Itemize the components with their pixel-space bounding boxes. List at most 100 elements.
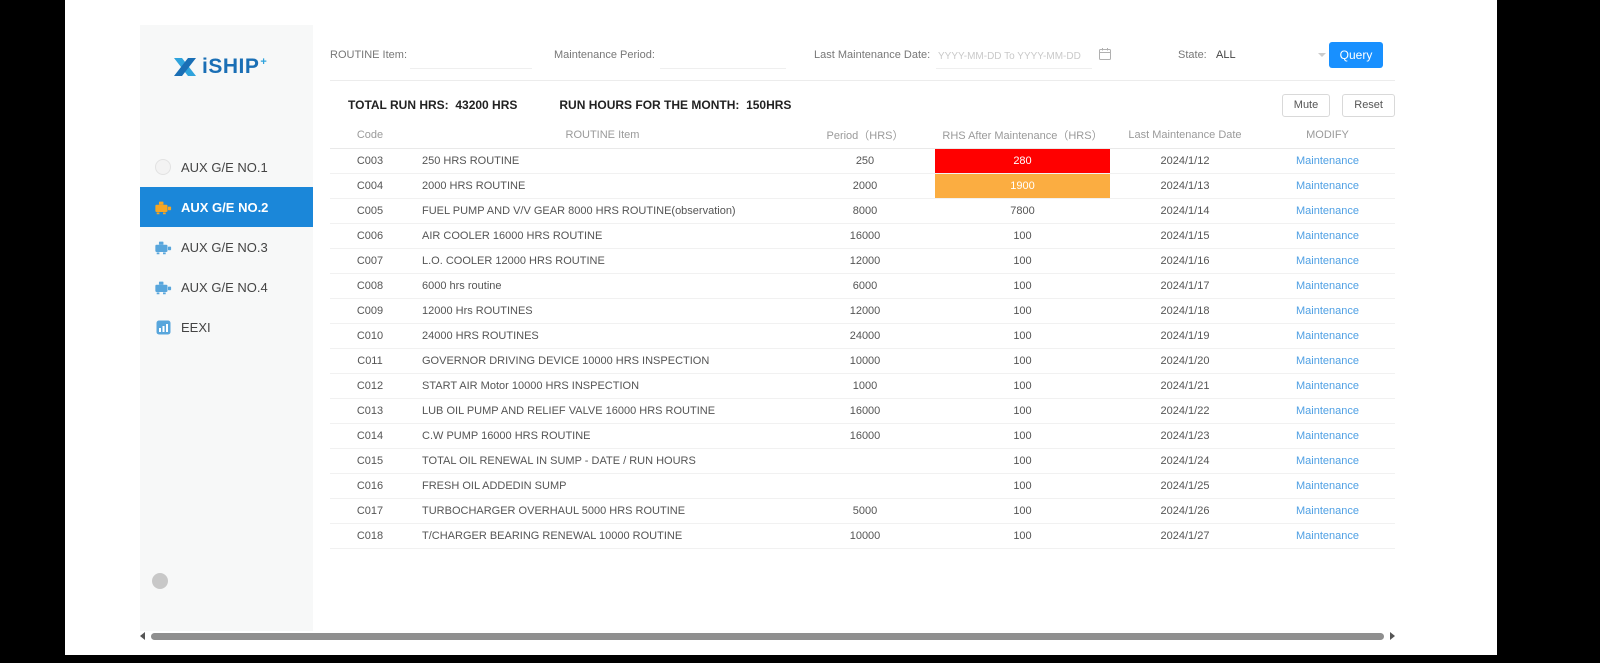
sidebar-item-aux-ge-no2[interactable]: AUX G/E NO.2: [140, 187, 313, 227]
sidebar-item-aux-ge-no1[interactable]: AUX G/E NO.1: [140, 147, 313, 187]
stats-bar: TOTAL RUN HRS: 43200 HRS RUN HOURS FOR T…: [330, 90, 1395, 120]
month-run-hours-value: 150HRS: [746, 98, 792, 112]
sidebar-item-aux-ge-no4[interactable]: AUX G/E NO.4: [140, 267, 313, 307]
table-row: C016 FRESH OIL ADDEDIN SUMP 100 2024/1/2…: [330, 474, 1395, 499]
maintenance-link[interactable]: Maintenance: [1296, 355, 1359, 367]
maintenance-link[interactable]: Maintenance: [1296, 330, 1359, 342]
cell-rhs: 100: [1013, 305, 1032, 317]
routine-table: Code ROUTINE Item Period（HRS） RHS After …: [330, 122, 1395, 549]
cell-period: 16000: [849, 430, 881, 442]
cell-rhs: 100: [1013, 505, 1032, 517]
cell-modify: Maintenance: [1260, 355, 1395, 367]
cell-period: 6000: [852, 280, 878, 292]
cell-code: C018: [356, 530, 384, 542]
maintenance-link[interactable]: Maintenance: [1296, 480, 1359, 492]
month-run-hours: RUN HOURS FOR THE MONTH: 150HRS: [559, 98, 791, 112]
cell-modify: Maintenance: [1260, 430, 1395, 442]
filter-bar: ROUTINE Item: Maintenance Period: Last M…: [330, 30, 1395, 81]
mute-button[interactable]: Mute: [1281, 93, 1331, 117]
cell-modify: Maintenance: [1260, 530, 1395, 542]
cell-period: 10000: [849, 355, 881, 367]
maintenance-link[interactable]: Maintenance: [1296, 505, 1359, 517]
scroll-left-arrow-icon[interactable]: [140, 632, 145, 640]
table-row: C017 TURBOCHARGER OVERHAUL 5000 HRS ROUT…: [330, 499, 1395, 524]
engine-icon: [154, 279, 172, 295]
cell-rhs: 100: [1013, 530, 1032, 542]
maintenance-link[interactable]: Maintenance: [1296, 455, 1359, 467]
maintenance-period-input[interactable]: [660, 44, 786, 69]
cell-code: C008: [356, 280, 384, 292]
scrollbar-thumb[interactable]: [151, 632, 1384, 640]
calendar-icon[interactable]: [1098, 47, 1112, 61]
cell-period: 5000: [852, 505, 878, 517]
cell-code: C005: [356, 205, 384, 217]
col-header-rhs-after-maintenance: RHS After Maintenance（HRS）: [942, 130, 1103, 142]
bar-chart-icon: [154, 319, 172, 335]
cell-date: 2024/1/22: [1160, 405, 1210, 417]
cell-modify: Maintenance: [1260, 280, 1395, 292]
state-value: ALL: [1216, 49, 1236, 61]
cell-modify: Maintenance: [1260, 230, 1395, 242]
cell-date: 2024/1/23: [1160, 430, 1210, 442]
maintenance-link[interactable]: Maintenance: [1296, 430, 1359, 442]
cell-modify: Maintenance: [1260, 305, 1395, 317]
cell-period: 16000: [849, 230, 881, 242]
cell-modify: Maintenance: [1260, 205, 1395, 217]
cell-modify: Maintenance: [1260, 330, 1395, 342]
maintenance-link[interactable]: Maintenance: [1296, 280, 1359, 292]
engine-icon: [154, 199, 172, 215]
col-header-code: Code: [356, 129, 384, 141]
table-row: C006 AIR COOLER 16000 HRS ROUTINE 16000 …: [330, 224, 1395, 249]
cell-rhs: 280: [935, 149, 1110, 173]
cell-item: FUEL PUMP AND V/V GEAR 8000 HRS ROUTINE(…: [422, 205, 736, 217]
cell-code: C006: [356, 230, 384, 242]
sidebar-item-eexi[interactable]: EEXI: [140, 307, 313, 347]
cell-date: 2024/1/20: [1160, 355, 1210, 367]
table-row: C014 C.W PUMP 16000 HRS ROUTINE 16000 10…: [330, 424, 1395, 449]
maintenance-link[interactable]: Maintenance: [1296, 205, 1359, 217]
col-header-period: Period（HRS）: [826, 130, 904, 142]
cell-item: TOTAL OIL RENEWAL IN SUMP - DATE / RUN H…: [422, 455, 696, 467]
maintenance-link[interactable]: Maintenance: [1296, 155, 1359, 167]
query-button[interactable]: Query: [1329, 42, 1383, 68]
cell-rhs: 1900: [935, 174, 1110, 198]
cell-period: 16000: [849, 405, 881, 417]
cell-date: 2024/1/16: [1160, 255, 1210, 267]
maintenance-link[interactable]: Maintenance: [1296, 255, 1359, 267]
cell-date: 2024/1/27: [1160, 530, 1210, 542]
maintenance-link[interactable]: Maintenance: [1296, 530, 1359, 542]
cell-code: C016: [356, 480, 384, 492]
cell-date: 2024/1/18: [1160, 305, 1210, 317]
logo-plus: +: [260, 56, 267, 68]
cell-item: FRESH OIL ADDEDIN SUMP: [422, 480, 567, 492]
cell-code: C011: [357, 355, 383, 367]
maintenance-link[interactable]: Maintenance: [1296, 230, 1359, 242]
sidebar-item-label: AUX G/E NO.1: [181, 159, 268, 175]
cell-date: 2024/1/14: [1160, 205, 1210, 217]
maintenance-link[interactable]: Maintenance: [1296, 380, 1359, 392]
sidebar-menu: AUX G/E NO.1 AUX G/E NO.2: [140, 147, 313, 347]
scroll-right-arrow-icon[interactable]: [1390, 632, 1395, 640]
cell-rhs: 7800: [1010, 205, 1035, 217]
cell-code: C013: [356, 405, 384, 417]
routine-item-input[interactable]: [410, 44, 532, 69]
sidebar: iSHIP + AUX G/E NO.1 AUX G/E NO.2: [140, 25, 313, 631]
state-select[interactable]: ALL: [1216, 44, 1326, 66]
maintenance-link[interactable]: Maintenance: [1296, 405, 1359, 417]
cell-rhs: 100: [1013, 355, 1032, 367]
maintenance-link[interactable]: Maintenance: [1296, 180, 1359, 192]
col-header-last-maintenance-date: Last Maintenance Date: [1128, 129, 1242, 141]
maintenance-link[interactable]: Maintenance: [1296, 305, 1359, 317]
date-range-input[interactable]: [936, 44, 1092, 69]
generator-lamp-icon: [154, 159, 172, 175]
col-header-routine-item: ROUTINE Item: [565, 129, 640, 141]
cell-modify: Maintenance: [1260, 180, 1395, 192]
engine-icon: [154, 239, 172, 255]
cell-item: GOVERNOR DRIVING DEVICE 10000 HRS INSPEC…: [422, 355, 710, 367]
cell-modify: Maintenance: [1260, 405, 1395, 417]
table-row: C003 250 HRS ROUTINE 250 280 2024/1/12 M…: [330, 149, 1395, 174]
cell-item: TURBOCHARGER OVERHAUL 5000 HRS ROUTINE: [422, 505, 686, 517]
sidebar-item-aux-ge-no3[interactable]: AUX G/E NO.3: [140, 227, 313, 267]
cell-code: C017: [356, 505, 384, 517]
reset-button[interactable]: Reset: [1342, 93, 1395, 117]
